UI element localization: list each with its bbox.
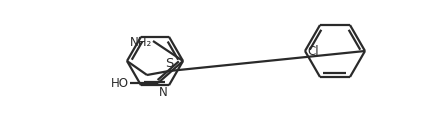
Text: Cl: Cl	[306, 45, 318, 58]
Text: HO: HO	[111, 77, 129, 90]
Text: S: S	[164, 56, 173, 69]
Text: N: N	[158, 85, 167, 98]
Text: NH₂: NH₂	[130, 35, 152, 48]
